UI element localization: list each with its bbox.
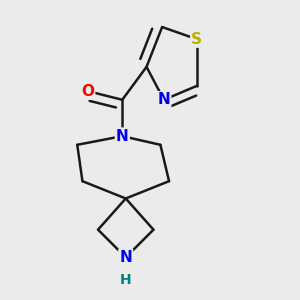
Text: H: H bbox=[120, 273, 132, 287]
Text: N: N bbox=[119, 250, 132, 265]
Text: N: N bbox=[116, 129, 129, 144]
Text: O: O bbox=[81, 84, 94, 99]
Text: S: S bbox=[191, 32, 202, 47]
Text: N: N bbox=[158, 92, 170, 107]
